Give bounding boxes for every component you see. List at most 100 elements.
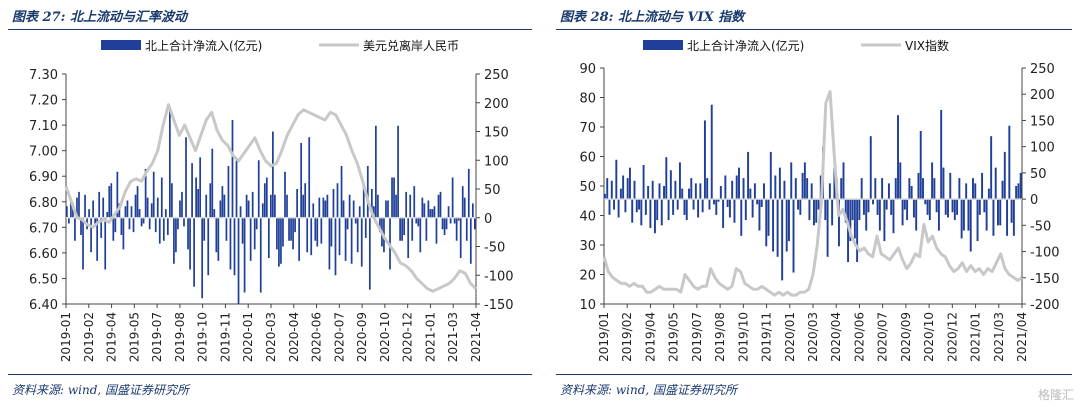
bar [708, 199, 711, 210]
bar [221, 186, 224, 218]
bar [851, 199, 854, 221]
bar [747, 151, 750, 200]
bar [407, 217, 410, 258]
bar [183, 217, 185, 227]
bar [247, 200, 250, 218]
bar [284, 171, 286, 218]
x-tick-label: 2019-08 [173, 312, 187, 362]
bar [799, 199, 802, 215]
bar [751, 199, 754, 218]
bar [912, 199, 915, 218]
x-tick-label: 2019/07 [690, 312, 704, 362]
right-tick-label: -150 [1030, 272, 1060, 287]
bar [992, 199, 995, 236]
bar [276, 217, 278, 250]
bar [790, 162, 793, 200]
bar [437, 194, 440, 218]
bar [962, 199, 965, 231]
bar [290, 217, 292, 241]
legend: 北上合计净流入(亿元) 美元兑离岸人民币 [101, 38, 459, 53]
bar [774, 175, 777, 200]
bar [865, 199, 868, 231]
bar [306, 217, 309, 253]
bar [316, 217, 319, 247]
right-tick-label: -100 [1030, 246, 1060, 261]
left-tick-label: 50 [579, 180, 596, 195]
right-tick-label: -200 [1030, 298, 1060, 313]
bar [1017, 183, 1020, 200]
bar [990, 136, 993, 200]
bar [257, 160, 260, 218]
bar [1010, 199, 1013, 223]
bar [644, 199, 647, 215]
bar [348, 194, 351, 218]
bar [82, 217, 84, 270]
bar [960, 199, 963, 239]
bar [903, 199, 906, 210]
bar [653, 199, 656, 234]
bar [869, 136, 872, 200]
bar [330, 217, 333, 247]
bar [760, 199, 763, 207]
left-tick-label: 90 [579, 62, 596, 77]
bar [314, 217, 317, 241]
bar [187, 217, 189, 250]
bar [840, 178, 843, 200]
bar [152, 171, 155, 218]
x-tick-label: 2019-01 [59, 312, 73, 362]
bar [423, 203, 426, 218]
bar [413, 186, 416, 218]
bar [354, 217, 357, 224]
bar [672, 199, 675, 215]
bar [933, 178, 936, 200]
bar [683, 199, 686, 215]
bar [974, 183, 977, 200]
bar [385, 200, 387, 218]
bar [358, 206, 361, 218]
left-tick-label: 60 [579, 151, 596, 166]
bar [697, 199, 700, 218]
bar [465, 217, 468, 241]
left-tick-label: 10 [579, 298, 596, 313]
bar [956, 199, 959, 215]
x-tick-label: 2019-02 [82, 312, 96, 362]
bar [640, 199, 643, 226]
bar [969, 199, 972, 252]
bar [608, 199, 611, 215]
bar [78, 191, 80, 218]
bar [703, 120, 706, 200]
bar [154, 217, 157, 233]
bar [740, 199, 743, 236]
x-tick-label: 2020-06 [310, 312, 324, 362]
bar [205, 194, 208, 218]
bar [647, 186, 650, 200]
bar [233, 217, 236, 276]
bar [274, 194, 276, 218]
bar [813, 199, 815, 226]
bar [910, 186, 913, 200]
bar [310, 217, 313, 256]
x-tick-label: 2020/10 [922, 312, 936, 362]
bar [742, 178, 745, 200]
bar [681, 188, 684, 200]
bar [803, 162, 806, 200]
legend-label: 美元兑离岸人民币 [363, 38, 459, 53]
bar [783, 180, 786, 200]
x-tick-label: 2020-09 [355, 312, 369, 362]
bar [124, 206, 127, 218]
left-tick-label: 7.30 [29, 68, 58, 83]
right-tick-label: 250 [484, 68, 509, 83]
bar [765, 199, 768, 247]
bar [858, 199, 861, 221]
bar [255, 217, 258, 230]
x-tick-label: 2019/08 [713, 312, 727, 362]
bar [362, 186, 365, 218]
x-tick-label: 2019-10 [196, 312, 210, 362]
bar [102, 197, 105, 218]
right-tick-label: 200 [1030, 88, 1055, 103]
bar-series [66, 108, 476, 304]
bar [227, 166, 230, 218]
source-rule [556, 374, 1072, 375]
bar [150, 203, 153, 218]
left-tick-label: 30 [579, 239, 596, 254]
